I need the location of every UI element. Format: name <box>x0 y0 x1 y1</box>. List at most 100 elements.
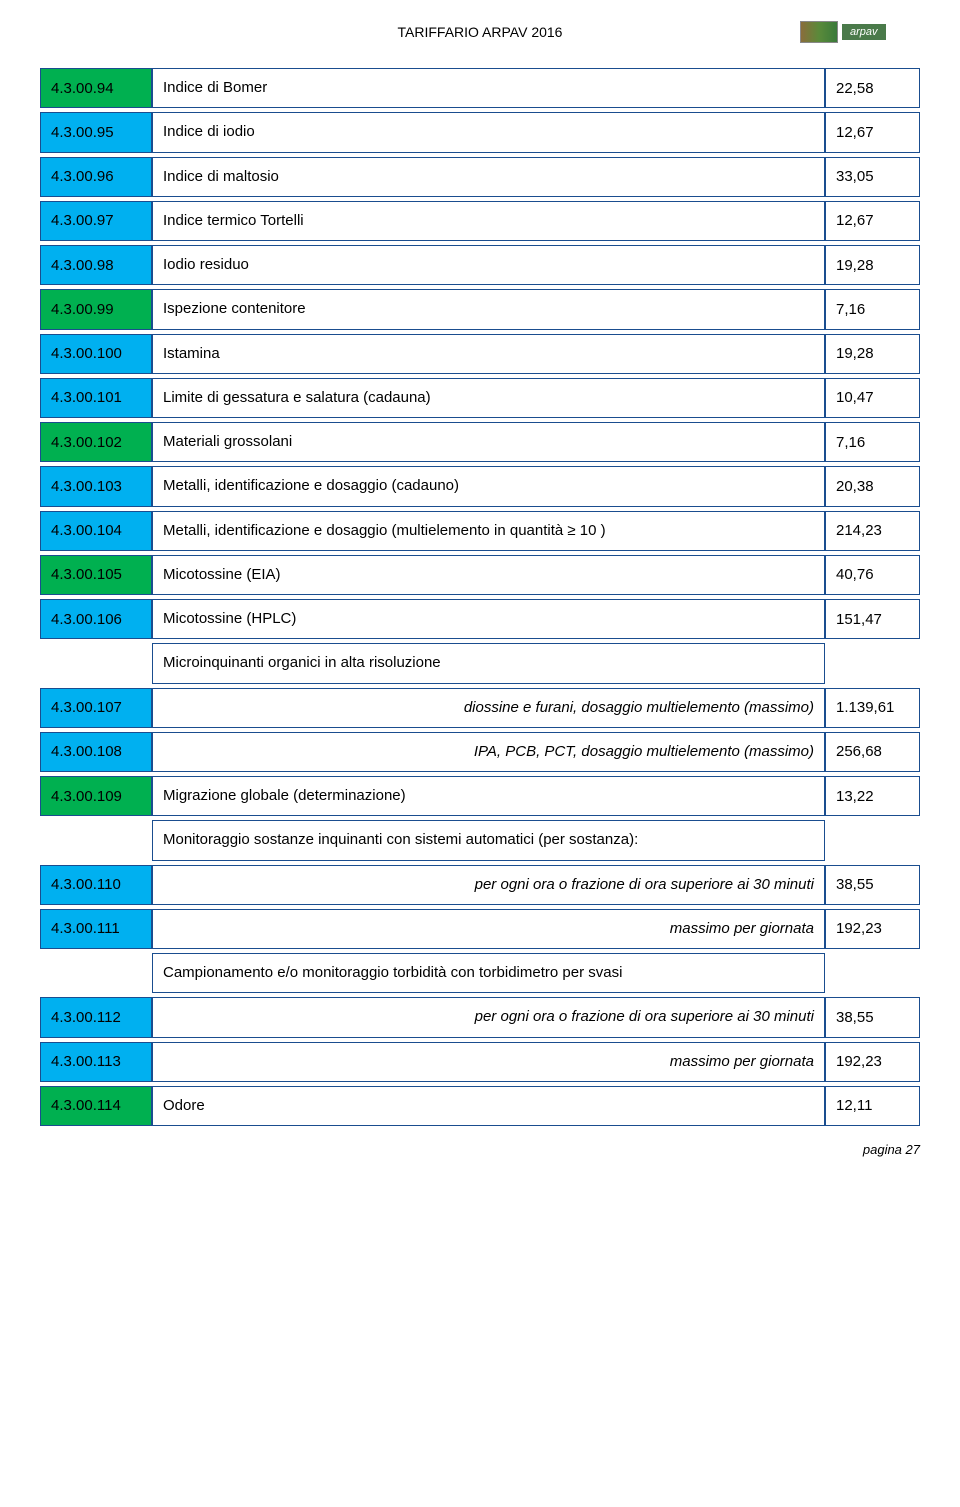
row-description: Campionamento e/o monitoraggio torbidità… <box>152 953 825 993</box>
row-value: 13,22 <box>825 776 920 816</box>
row-code: 4.3.00.108 <box>40 732 152 772</box>
row-description: Istamina <box>152 334 825 374</box>
row-value: 40,76 <box>825 555 920 595</box>
row-description: Monitoraggio sostanze inquinanti con sis… <box>152 820 825 860</box>
table-row: 4.3.00.101Limite di gessatura e salatura… <box>40 378 920 418</box>
page-header: TARIFFARIO ARPAV 2016 arpav <box>40 20 920 44</box>
row-description: Micotossine (HPLC) <box>152 599 825 639</box>
table-row: 4.3.00.108IPA, PCB, PCT, dosaggio multie… <box>40 732 920 772</box>
table-row: 4.3.00.105Micotossine (EIA)40,76 <box>40 555 920 595</box>
row-code <box>40 643 152 683</box>
row-description: IPA, PCB, PCT, dosaggio multielemento (m… <box>152 732 825 772</box>
row-value: 33,05 <box>825 157 920 197</box>
row-description: Materiali grossolani <box>152 422 825 462</box>
table-row: Monitoraggio sostanze inquinanti con sis… <box>40 820 920 860</box>
row-value <box>825 953 920 993</box>
table-row: Campionamento e/o monitoraggio torbidità… <box>40 953 920 993</box>
table-row: 4.3.00.111massimo per giornata192,23 <box>40 909 920 949</box>
row-code: 4.3.00.103 <box>40 466 152 506</box>
row-value: 10,47 <box>825 378 920 418</box>
row-code <box>40 820 152 860</box>
table-row: 4.3.00.96Indice di maltosio33,05 <box>40 157 920 197</box>
row-description: massimo per giornata <box>152 909 825 949</box>
row-code: 4.3.00.97 <box>40 201 152 241</box>
table-row: 4.3.00.106Micotossine (HPLC)151,47 <box>40 599 920 639</box>
row-value: 192,23 <box>825 909 920 949</box>
tariff-table: 4.3.00.94Indice di Bomer22,584.3.00.95In… <box>40 64 920 1130</box>
row-value: 192,23 <box>825 1042 920 1082</box>
row-value: 151,47 <box>825 599 920 639</box>
row-description: diossine e furani, dosaggio multielement… <box>152 688 825 728</box>
row-value: 38,55 <box>825 997 920 1037</box>
table-row: 4.3.00.102Materiali grossolani7,16 <box>40 422 920 462</box>
row-code: 4.3.00.101 <box>40 378 152 418</box>
table-row: 4.3.00.110per ogni ora o frazione di ora… <box>40 865 920 905</box>
row-description: Indice di Bomer <box>152 68 825 108</box>
row-description: Ispezione contenitore <box>152 289 825 329</box>
row-code: 4.3.00.104 <box>40 511 152 551</box>
row-description: Odore <box>152 1086 825 1126</box>
row-code: 4.3.00.114 <box>40 1086 152 1126</box>
row-description: Limite di gessatura e salatura (cadauna) <box>152 378 825 418</box>
row-description: Indice di maltosio <box>152 157 825 197</box>
row-code: 4.3.00.111 <box>40 909 152 949</box>
row-value: 22,58 <box>825 68 920 108</box>
row-value <box>825 643 920 683</box>
row-description: Microinquinanti organici in alta risoluz… <box>152 643 825 683</box>
table-row: 4.3.00.95Indice di iodio12,67 <box>40 112 920 152</box>
row-code: 4.3.00.109 <box>40 776 152 816</box>
table-row: 4.3.00.98Iodio residuo19,28 <box>40 245 920 285</box>
row-description: Iodio residuo <box>152 245 825 285</box>
row-code: 4.3.00.112 <box>40 997 152 1037</box>
row-value: 214,23 <box>825 511 920 551</box>
row-description: Migrazione globale (determinazione) <box>152 776 825 816</box>
row-description: per ogni ora o frazione di ora superiore… <box>152 865 825 905</box>
row-code: 4.3.00.100 <box>40 334 152 374</box>
table-row: 4.3.00.99Ispezione contenitore7,16 <box>40 289 920 329</box>
row-code: 4.3.00.102 <box>40 422 152 462</box>
row-value: 1.139,61 <box>825 688 920 728</box>
table-row: 4.3.00.100Istamina19,28 <box>40 334 920 374</box>
row-description: massimo per giornata <box>152 1042 825 1082</box>
table-row: Microinquinanti organici in alta risoluz… <box>40 643 920 683</box>
row-value: 20,38 <box>825 466 920 506</box>
row-code: 4.3.00.107 <box>40 688 152 728</box>
row-code: 4.3.00.98 <box>40 245 152 285</box>
row-value: 12,67 <box>825 112 920 152</box>
row-value: 256,68 <box>825 732 920 772</box>
table-row: 4.3.00.104Metalli, identificazione e dos… <box>40 511 920 551</box>
row-value: 12,67 <box>825 201 920 241</box>
row-value: 19,28 <box>825 245 920 285</box>
row-code: 4.3.00.94 <box>40 68 152 108</box>
row-code <box>40 953 152 993</box>
row-code: 4.3.00.106 <box>40 599 152 639</box>
row-code: 4.3.00.110 <box>40 865 152 905</box>
logo-text: arpav <box>842 24 886 40</box>
table-row: 4.3.00.113massimo per giornata192,23 <box>40 1042 920 1082</box>
table-row: 4.3.00.97Indice termico Tortelli12,67 <box>40 201 920 241</box>
table-row: 4.3.00.109Migrazione globale (determinaz… <box>40 776 920 816</box>
table-row: 4.3.00.94Indice di Bomer22,58 <box>40 68 920 108</box>
row-value: 12,11 <box>825 1086 920 1126</box>
row-code: 4.3.00.95 <box>40 112 152 152</box>
row-description: Micotossine (EIA) <box>152 555 825 595</box>
row-value <box>825 820 920 860</box>
table-row: 4.3.00.114Odore12,11 <box>40 1086 920 1126</box>
row-code: 4.3.00.96 <box>40 157 152 197</box>
table-row: 4.3.00.107diossine e furani, dosaggio mu… <box>40 688 920 728</box>
arpav-logo: arpav <box>800 20 920 44</box>
row-description: Indice termico Tortelli <box>152 201 825 241</box>
row-description: Indice di iodio <box>152 112 825 152</box>
row-value: 7,16 <box>825 422 920 462</box>
row-value: 7,16 <box>825 289 920 329</box>
row-value: 19,28 <box>825 334 920 374</box>
logo-icon <box>800 21 838 43</box>
row-description: per ogni ora o frazione di ora superiore… <box>152 997 825 1037</box>
table-row: 4.3.00.103Metalli, identificazione e dos… <box>40 466 920 506</box>
row-code: 4.3.00.113 <box>40 1042 152 1082</box>
header-title: TARIFFARIO ARPAV 2016 <box>160 24 800 40</box>
table-row: 4.3.00.112per ogni ora o frazione di ora… <box>40 997 920 1037</box>
row-description: Metalli, identificazione e dosaggio (mul… <box>152 511 825 551</box>
row-value: 38,55 <box>825 865 920 905</box>
row-code: 4.3.00.105 <box>40 555 152 595</box>
